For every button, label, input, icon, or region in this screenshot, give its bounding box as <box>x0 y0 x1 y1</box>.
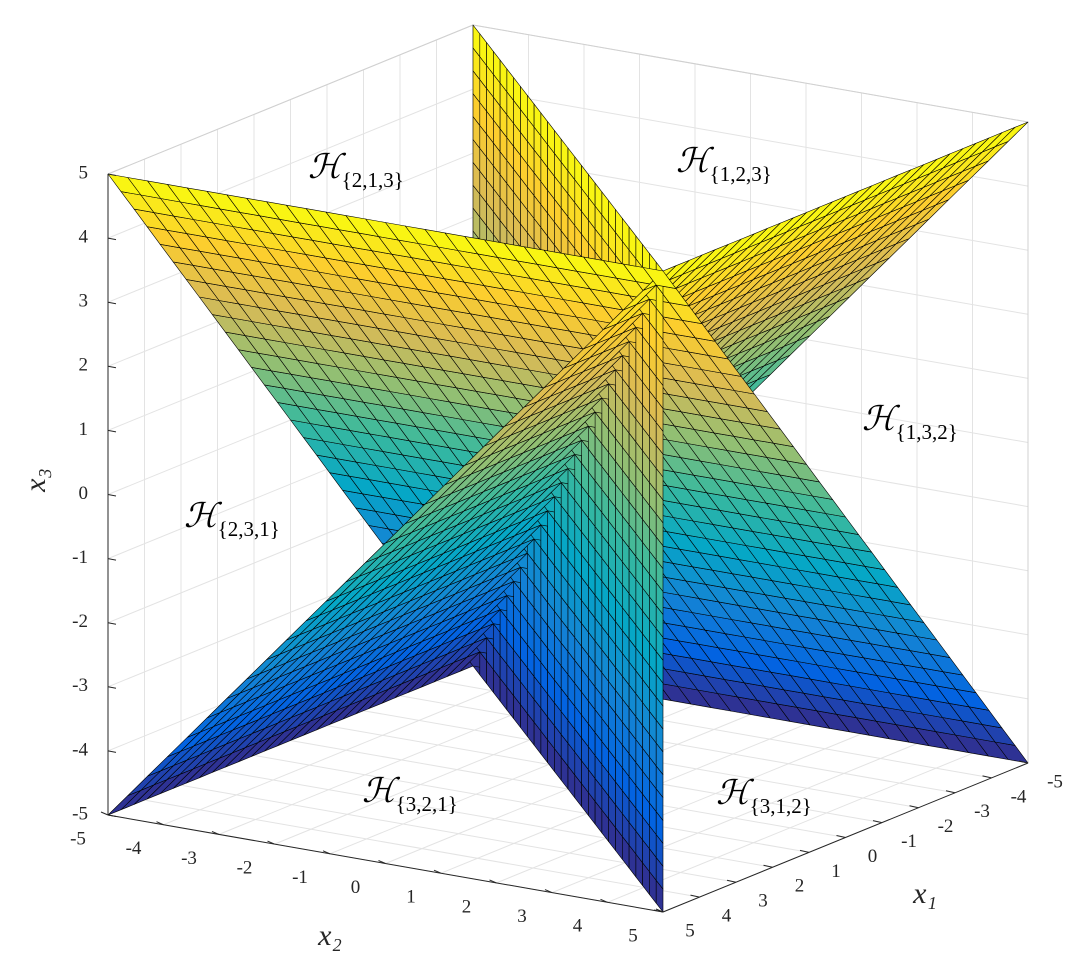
region-label: ℋ{1,2,3} <box>676 143 772 186</box>
box-edge <box>107 24 474 175</box>
tick-mark <box>433 869 442 874</box>
tick-mark <box>107 814 117 817</box>
x-tick-label: -1 <box>901 831 917 852</box>
region-subscript: {1,2,3} <box>710 162 772 186</box>
tick-mark <box>982 775 992 779</box>
tick-mark <box>156 821 164 826</box>
grid-line <box>551 743 918 894</box>
region-symbol: ℋ <box>308 149 347 186</box>
region-label: ℋ{2,1,3} <box>308 149 404 192</box>
tick-mark <box>107 750 117 753</box>
x-tick-label: 3 <box>758 891 768 912</box>
tick-mark <box>544 889 553 894</box>
y-tick-label: 3 <box>517 906 527 927</box>
x-tick-label: 1 <box>831 861 841 882</box>
z-tick-label: 3 <box>79 291 89 312</box>
tick-mark <box>836 835 846 838</box>
grid-line <box>163 675 529 826</box>
region-label: ℋ{2,3,1} <box>184 498 280 541</box>
z-tick-label: -3 <box>72 675 88 696</box>
region-symbol: ℋ <box>362 773 401 810</box>
region-symbol: ℋ <box>862 401 901 438</box>
z-tick-label: -5 <box>72 803 88 824</box>
z-axis-label: x₃ <box>19 468 52 493</box>
z-tick-label: 5 <box>79 162 89 183</box>
x-tick-label: 0 <box>868 846 878 867</box>
y-tick-label: -2 <box>237 857 253 878</box>
tick-mark <box>690 894 700 898</box>
tick-mark <box>763 864 773 868</box>
region-subscript: {3,1,2} <box>750 794 812 818</box>
y-tick-label: -3 <box>181 848 197 869</box>
region-subscript: {1,3,2} <box>896 420 958 444</box>
x-tick-label: -3 <box>974 801 990 822</box>
surface-patch <box>642 267 677 289</box>
region-label: ℋ{3,2,1} <box>362 773 458 816</box>
tick-mark <box>378 860 386 864</box>
z-tick-label: -1 <box>72 547 88 568</box>
y-tick-label: 2 <box>462 896 472 917</box>
y-tick-label: 1 <box>406 887 416 908</box>
region-subscript: {2,1,3} <box>342 168 404 192</box>
x-axis-label: x₁ <box>912 877 937 910</box>
tick-mark <box>100 811 109 816</box>
tick-mark <box>107 558 117 561</box>
tick-mark <box>600 898 608 903</box>
tick-mark <box>909 805 919 809</box>
region-subscript: {3,2,1} <box>396 792 458 816</box>
z-tick-label: -2 <box>72 611 88 632</box>
y-tick-label: -1 <box>292 867 308 888</box>
tick-mark <box>1018 760 1029 764</box>
tick-mark <box>945 790 956 794</box>
y-tick-label: -4 <box>126 838 142 859</box>
surfaces <box>107 24 1029 913</box>
z-tick-label: 0 <box>79 483 89 504</box>
y-tick-label: -5 <box>70 828 86 849</box>
region-symbol: ℋ <box>716 775 755 812</box>
tick-mark <box>107 429 117 433</box>
z-tick-label: 1 <box>79 419 89 440</box>
z-tick-label: 2 <box>79 355 89 376</box>
y-tick-label: 0 <box>351 877 361 898</box>
axes-front: -5 -4 -3 -2 -1 0 1 2 3 4 5 -5 -4 -3 -2 -1 0 1 2 3 4 5 -5 -4 -3 -2… <box>19 143 1063 952</box>
x-tick-label: -5 <box>1047 771 1063 792</box>
tick-mark <box>107 173 117 176</box>
region-label: ℋ{1,3,2} <box>862 401 958 444</box>
tick-mark <box>107 686 117 689</box>
tick-mark <box>322 850 331 855</box>
grid-line <box>607 752 973 903</box>
tick-mark <box>799 849 810 853</box>
tick-mark <box>872 820 883 824</box>
x-tick-label: 2 <box>795 876 805 897</box>
box-edge <box>472 24 1029 123</box>
region-symbol: ℋ <box>676 143 715 180</box>
tick-mark <box>489 879 497 884</box>
z-tick-label: -4 <box>72 739 88 760</box>
tick-mark <box>107 365 117 369</box>
tick-mark <box>107 622 117 625</box>
region-label: ℋ{3,1,2} <box>716 775 812 818</box>
tick-mark <box>211 830 220 835</box>
y-tick-label: 5 <box>628 925 638 946</box>
tick-mark <box>726 879 737 883</box>
x-tick-label: 5 <box>685 920 695 941</box>
y-axis-label: x₂ <box>317 919 342 952</box>
tick-mark <box>267 840 275 845</box>
x-tick-label: -2 <box>938 816 954 837</box>
grid-line <box>496 733 862 884</box>
tick-mark <box>107 494 117 497</box>
region-symbol: ℋ <box>184 498 223 535</box>
y-tick-label: 4 <box>573 916 583 937</box>
tick-mark <box>107 301 117 305</box>
region-subscript: {2,3,1} <box>218 517 280 541</box>
z-tick-label: 4 <box>79 226 89 247</box>
tick-mark <box>107 237 117 241</box>
x-tick-label: -4 <box>1011 786 1027 807</box>
x-tick-label: 4 <box>722 905 732 926</box>
tick-mark <box>653 909 664 913</box>
